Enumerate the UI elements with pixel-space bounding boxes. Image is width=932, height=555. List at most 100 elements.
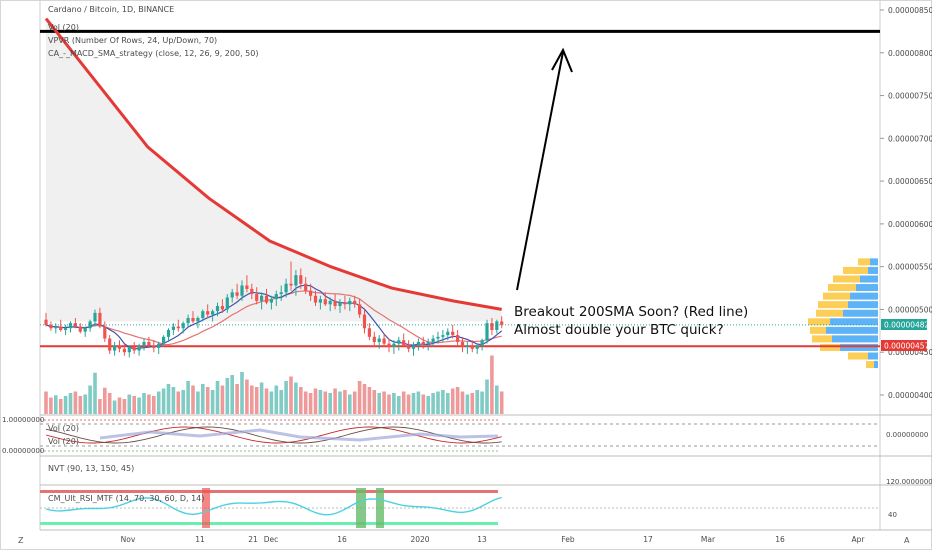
volume-bar <box>382 391 386 414</box>
rsi-highlight-green-2 <box>376 488 384 528</box>
candle-body <box>377 338 381 342</box>
y-tick-label: 0.00000450 <box>888 348 932 357</box>
volume-bar <box>480 391 484 414</box>
vpvr-bar-down <box>812 335 832 343</box>
candle-body <box>318 299 322 303</box>
y-tick-label: 0.00000650 <box>888 177 932 186</box>
vpvr-bar-up <box>856 284 878 292</box>
candle-body <box>44 319 48 325</box>
volume-bar <box>299 387 303 414</box>
candle-body <box>500 321 504 325</box>
candle-body <box>421 341 425 344</box>
candle-body <box>181 323 185 329</box>
volume-bar <box>289 376 293 414</box>
volume-bar <box>294 382 298 414</box>
volume-bar <box>328 393 332 414</box>
auto-scale-button[interactable]: A <box>904 536 910 545</box>
volume-bar <box>117 397 122 414</box>
vpvr-bar-up <box>848 301 878 309</box>
volume-bar <box>367 387 372 414</box>
volume-bar <box>186 381 190 414</box>
candle-body <box>436 336 440 339</box>
rsi-overbought-band <box>40 490 498 493</box>
candle-body <box>362 314 367 329</box>
candle-body <box>78 326 82 332</box>
candle-body <box>392 343 396 348</box>
legend-vol: Vol (20) <box>48 23 79 32</box>
y-tick-label: 0.00000750 <box>888 92 932 101</box>
volume-bar <box>308 393 313 414</box>
time-zone-button[interactable]: Z <box>18 536 24 545</box>
candle-body <box>54 326 58 329</box>
volume-bar <box>499 391 504 414</box>
volume-bar <box>446 393 450 414</box>
volume-bar <box>254 387 259 414</box>
annotation-line2: Almost double your BTC quick? <box>514 322 724 338</box>
candle-body <box>108 338 112 351</box>
candle-body <box>132 347 136 351</box>
x-tick-label: Dec <box>264 535 279 544</box>
volume-bar <box>196 391 200 414</box>
candle-body <box>470 345 474 349</box>
volume-bar <box>490 355 494 414</box>
x-tick-label: 2020 <box>410 535 429 544</box>
volume-bar <box>259 382 264 414</box>
pane3-nvt-legend: NVT (90, 13, 150, 45) <box>48 464 135 473</box>
candle-body <box>289 283 293 286</box>
candle-body <box>446 331 450 336</box>
volume-bar <box>205 387 210 414</box>
candle-body <box>407 345 411 349</box>
volume-bar <box>465 394 470 414</box>
volume-bar <box>240 372 244 414</box>
candle-body <box>211 311 215 315</box>
pane2-osc-red <box>45 426 502 444</box>
vpvr-bar-down <box>833 275 860 283</box>
vpvr-bar-up <box>868 352 878 360</box>
pane4-rsi-legend: CM_Ult_RSI_MTF (14, 70, 30, 60, D, 14) <box>48 494 205 503</box>
candle-body <box>411 345 416 349</box>
volume-bar <box>460 391 465 414</box>
candle-body <box>333 300 337 307</box>
candle-body <box>117 345 122 349</box>
volume-bar <box>147 394 151 414</box>
candle-body <box>255 294 259 301</box>
volume-bar <box>63 396 68 414</box>
sma200-line <box>44 17 502 311</box>
candle-body <box>147 341 151 346</box>
x-tick-label: 21 <box>248 535 258 544</box>
candle-body <box>387 343 391 348</box>
breakout-arrow-head <box>551 47 573 73</box>
y-tick-label: 0.00000800 <box>888 49 932 58</box>
candle-body <box>93 312 97 322</box>
candle-body <box>73 323 77 327</box>
candle-body <box>68 323 73 329</box>
vpvr-bar-down <box>810 326 826 334</box>
candle-body <box>353 300 357 305</box>
volume-bar <box>181 390 185 414</box>
volume-bar <box>176 391 181 414</box>
candle-body <box>284 283 288 293</box>
volume-bar <box>58 399 63 414</box>
rsi-highlight-green-1 <box>356 488 366 528</box>
volume-bar <box>171 387 176 414</box>
y-tick-label: 0.00000850 <box>888 6 932 15</box>
volume-bar <box>68 393 73 414</box>
x-tick-label: 16 <box>337 535 347 544</box>
volume-bar <box>450 388 455 414</box>
candle-body <box>313 295 318 303</box>
current-price-tag: 0.00000482 <box>884 321 930 330</box>
candle-body <box>480 340 484 346</box>
volume-bar <box>431 393 435 414</box>
volume-bar <box>416 391 421 414</box>
volume-bar <box>142 393 146 414</box>
candle-body <box>122 348 126 353</box>
candle-body <box>98 312 102 327</box>
candle-body <box>152 345 156 348</box>
volume-bar <box>392 393 396 414</box>
candle-body <box>260 295 264 301</box>
y-tick-label: 0.00000550 <box>888 263 932 272</box>
candle-body <box>338 302 342 307</box>
candle-body <box>485 323 489 341</box>
candle-body <box>456 335 460 342</box>
volume-bar <box>303 391 308 414</box>
